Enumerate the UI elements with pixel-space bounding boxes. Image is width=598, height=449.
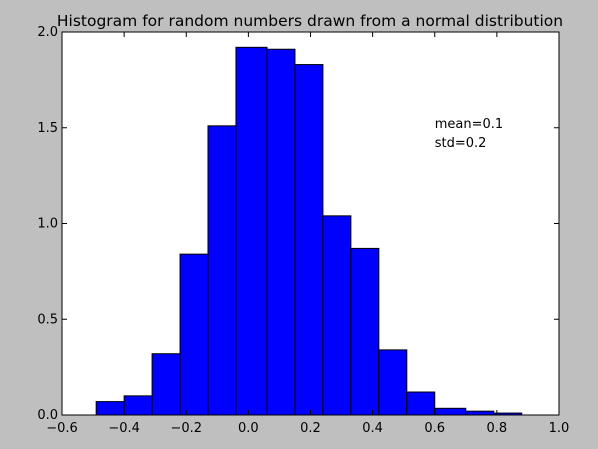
histogram-bar (266, 48, 296, 416)
x-tick-label: −0.2 (170, 421, 202, 436)
plot-frame (61, 31, 560, 416)
histogram-bar (123, 395, 153, 416)
x-tick-label: 0.4 (362, 421, 383, 436)
y-tick-label: 0.5 (37, 312, 58, 327)
x-tick-label: 0.6 (424, 421, 445, 436)
histogram-bar (406, 391, 436, 416)
histogram-bar (207, 125, 237, 416)
histogram-bar (434, 407, 467, 416)
histogram-bar (294, 64, 324, 416)
x-tick-label: 0.2 (300, 421, 321, 436)
histogram-bar (95, 401, 125, 416)
stat-annotation: mean=0.1 (435, 117, 503, 132)
x-tick-label: 0.0 (238, 421, 259, 436)
histogram-bar (235, 46, 268, 416)
bars-layer (95, 46, 523, 416)
y-tick-labels: 0.0 0.5 1.0 1.5 2.0 (37, 25, 58, 423)
annotations-layer: mean=0.1 std=0.2 (435, 117, 503, 151)
histogram-bar (350, 247, 380, 416)
y-tick-label: 2.0 (37, 25, 58, 40)
histogram-bar (465, 410, 495, 416)
stat-annotation: std=0.2 (435, 136, 487, 151)
x-tick-label: 0.8 (487, 421, 508, 436)
histogram-bar (378, 349, 408, 416)
y-tick-label: 1.5 (37, 121, 58, 136)
x-tick-label: 1.0 (549, 421, 570, 436)
histogram-bar (179, 253, 209, 416)
y-tick-label: 1.0 (37, 217, 58, 232)
x-tick-label: −0.6 (46, 421, 78, 436)
x-tick-labels: −0.6 −0.4 −0.2 0.0 0.2 0.4 0.6 0.8 1.0 (46, 421, 569, 436)
y-tick-label: 0.0 (37, 408, 58, 423)
histogram-bar (322, 215, 352, 416)
chart-title: Histogram for random numbers drawn from … (57, 12, 563, 30)
x-tick-label: −0.4 (108, 421, 140, 436)
histogram-bar (151, 353, 181, 416)
